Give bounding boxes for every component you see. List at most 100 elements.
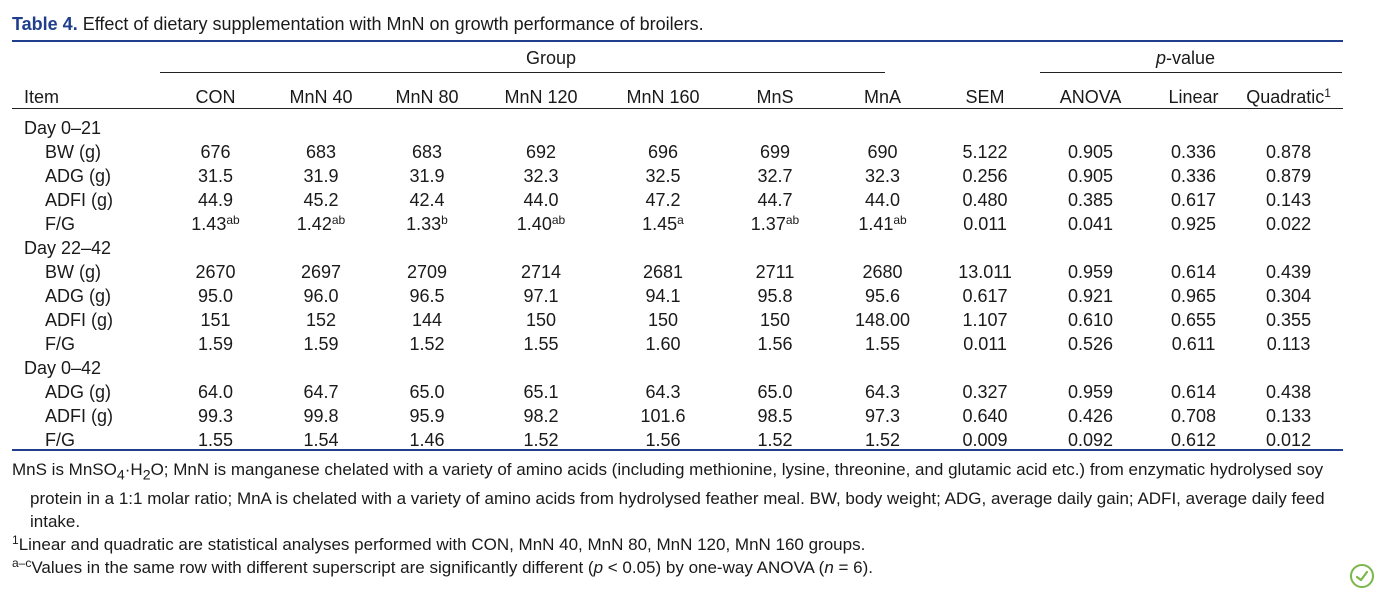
table-cell: 1.55 (197, 430, 234, 450)
column-header: CON (195, 87, 236, 107)
table-cell: 101.6 (640, 406, 686, 426)
table-cell: 0.614 (1171, 382, 1217, 402)
table-cell: 0.256 (962, 166, 1008, 186)
table-cell: 683 (305, 142, 337, 162)
footnote-superscripts: a–cValues in the same row with different… (12, 556, 873, 578)
table-row: F/G 1.59 1.59 1.52 1.55 1.60 1.56 1.55 0.011 0.52… (12, 332, 1343, 356)
table-row: ADG (g) 64.0 64.7 65.0 65.1 64.3 65.0 64.3 0.327… (12, 380, 1343, 404)
table-label: Table 4. (12, 14, 78, 34)
table-cell: 45.2 (303, 190, 339, 210)
table-cell: 97.1 (523, 286, 559, 306)
table-row: ADFI (g) 99.3 99.8 95.9 98.2 101.6 98.5 97.3 0.6… (12, 404, 1343, 428)
table-cell: 1.52 (865, 430, 901, 450)
table-cell: 1.42ab (296, 213, 346, 234)
table-cell: 0.614 (1171, 262, 1217, 282)
table-cell: 0.336 (1171, 166, 1217, 186)
table-cell: 95.9 (409, 406, 445, 426)
table-cell: 0.011 (963, 214, 1007, 234)
table-cell: 47.2 (645, 190, 681, 210)
table-row: F/G 1.55 1.54 1.46 1.52 1.56 1.52 1.52 0.009 0.09… (12, 428, 1343, 452)
check-leaf-icon[interactable] (1350, 564, 1374, 588)
table-cell: 1.55 (523, 334, 559, 354)
table-cell: 94.1 (645, 286, 681, 306)
table-cell: 2709 (406, 262, 448, 282)
row-item-label: F/G (45, 214, 75, 234)
table-cell: 5.122 (962, 142, 1008, 162)
table-cell: 1.60 (645, 334, 681, 354)
section-row: Day 22–42 (12, 236, 1343, 260)
header-row-columns: Item CON MnN 40 MnN 80 MnN 120 MnN 160 MnS MnA… (12, 72, 1343, 108)
pvalue-header: p-value (1156, 47, 1216, 68)
table-cell: 97.3 (865, 406, 901, 426)
table-cell: 0.438 (1266, 382, 1312, 402)
table-cell: 690 (867, 142, 898, 162)
table-cell: 0.143 (1266, 190, 1312, 210)
table-cell: 144 (411, 310, 443, 330)
column-header: MnN 40 (289, 87, 353, 107)
table-cell: 98.5 (757, 406, 793, 426)
table-cell: 1.52 (409, 334, 445, 354)
table-cell: 32.3 (523, 166, 559, 186)
table-cell: 1.59 (197, 334, 234, 354)
table-cell: 0.426 (1068, 406, 1114, 426)
table-cell: 0.610 (1068, 310, 1114, 330)
section-row: Day 0–42 (12, 356, 1343, 380)
table-cell: 32.3 (865, 166, 901, 186)
table-cell: 150 (525, 310, 557, 330)
table-cell: 0.385 (1068, 190, 1114, 210)
section-label: Day 0–42 (24, 358, 102, 378)
table-cell: 2714 (520, 262, 562, 282)
pvalue-span-rule (1040, 72, 1342, 73)
table-cell: 64.7 (303, 382, 339, 402)
table-cell: 1.46 (409, 430, 445, 450)
table-cell: 42.4 (409, 190, 445, 210)
table-cell: 148.00 (854, 310, 911, 330)
column-header: MnS (756, 87, 794, 107)
header-row-group: Group p-value (12, 44, 1343, 72)
table-cell: 32.5 (645, 166, 681, 186)
abbreviations-note: MnS is MnSO4·H2O; MnN is manganese chela… (12, 460, 1325, 532)
table-cell: 150 (647, 310, 679, 330)
row-item-label: ADG (g) (45, 382, 112, 402)
table-cell: 1.59 (303, 334, 339, 354)
table-cell: 0.617 (962, 286, 1008, 306)
table-cell: 0.965 (1171, 286, 1217, 306)
table-cell: 151 (200, 310, 231, 330)
table-cell: 0.012 (1266, 430, 1312, 450)
table-cell: 699 (759, 142, 791, 162)
table-cell: 0.905 (1068, 142, 1114, 162)
table-cell: 0.439 (1266, 262, 1312, 282)
table-footnotes: MnS is MnSO4·H2O; MnN is manganese chela… (12, 458, 1352, 579)
table-cell: 1.52 (523, 430, 559, 450)
row-item-label: ADFI (g) (45, 310, 114, 330)
table-cell: 2680 (862, 262, 903, 282)
table-cell: 692 (525, 142, 557, 162)
column-header: Linear (1168, 87, 1219, 107)
table-cell: 676 (200, 142, 231, 162)
table-cell: 96.0 (303, 286, 339, 306)
table-cell: 2670 (195, 262, 236, 282)
header-rule (12, 108, 1343, 109)
table-cell: 0.879 (1266, 166, 1312, 186)
table-cell: 64.3 (645, 382, 681, 402)
table-row: ADG (g) 31.5 31.9 31.9 32.3 32.5 32.7 32.3 0.256… (12, 164, 1343, 188)
table-cell: 0.113 (1266, 334, 1311, 354)
top-rule (12, 40, 1343, 42)
group-header: Group (526, 47, 577, 68)
table-cell: 0.480 (962, 190, 1008, 210)
section-row: Day 0–21 (12, 116, 1343, 140)
table-cell: 1.56 (757, 334, 793, 354)
column-header: MnN 80 (395, 87, 459, 107)
table-cell: 44.7 (757, 190, 793, 210)
table-cell: 150 (759, 310, 791, 330)
table-cell: 0.959 (1068, 262, 1114, 282)
table-cell: 2697 (300, 262, 342, 282)
bottom-rule (12, 449, 1343, 451)
table-cell: 0.092 (1068, 430, 1114, 450)
table-row: ADFI (g) 44.9 45.2 42.4 44.0 47.2 44.7 44.0 0.48… (12, 188, 1343, 212)
table-cell: 98.2 (523, 406, 559, 426)
table-row: BW (g) 2670 2697 2709 2714 2681 2711 2680 13.011… (12, 260, 1343, 284)
item-header: Item (24, 87, 60, 107)
table-cell: 95.8 (757, 286, 793, 306)
table-cell: 1.33b (406, 213, 448, 234)
